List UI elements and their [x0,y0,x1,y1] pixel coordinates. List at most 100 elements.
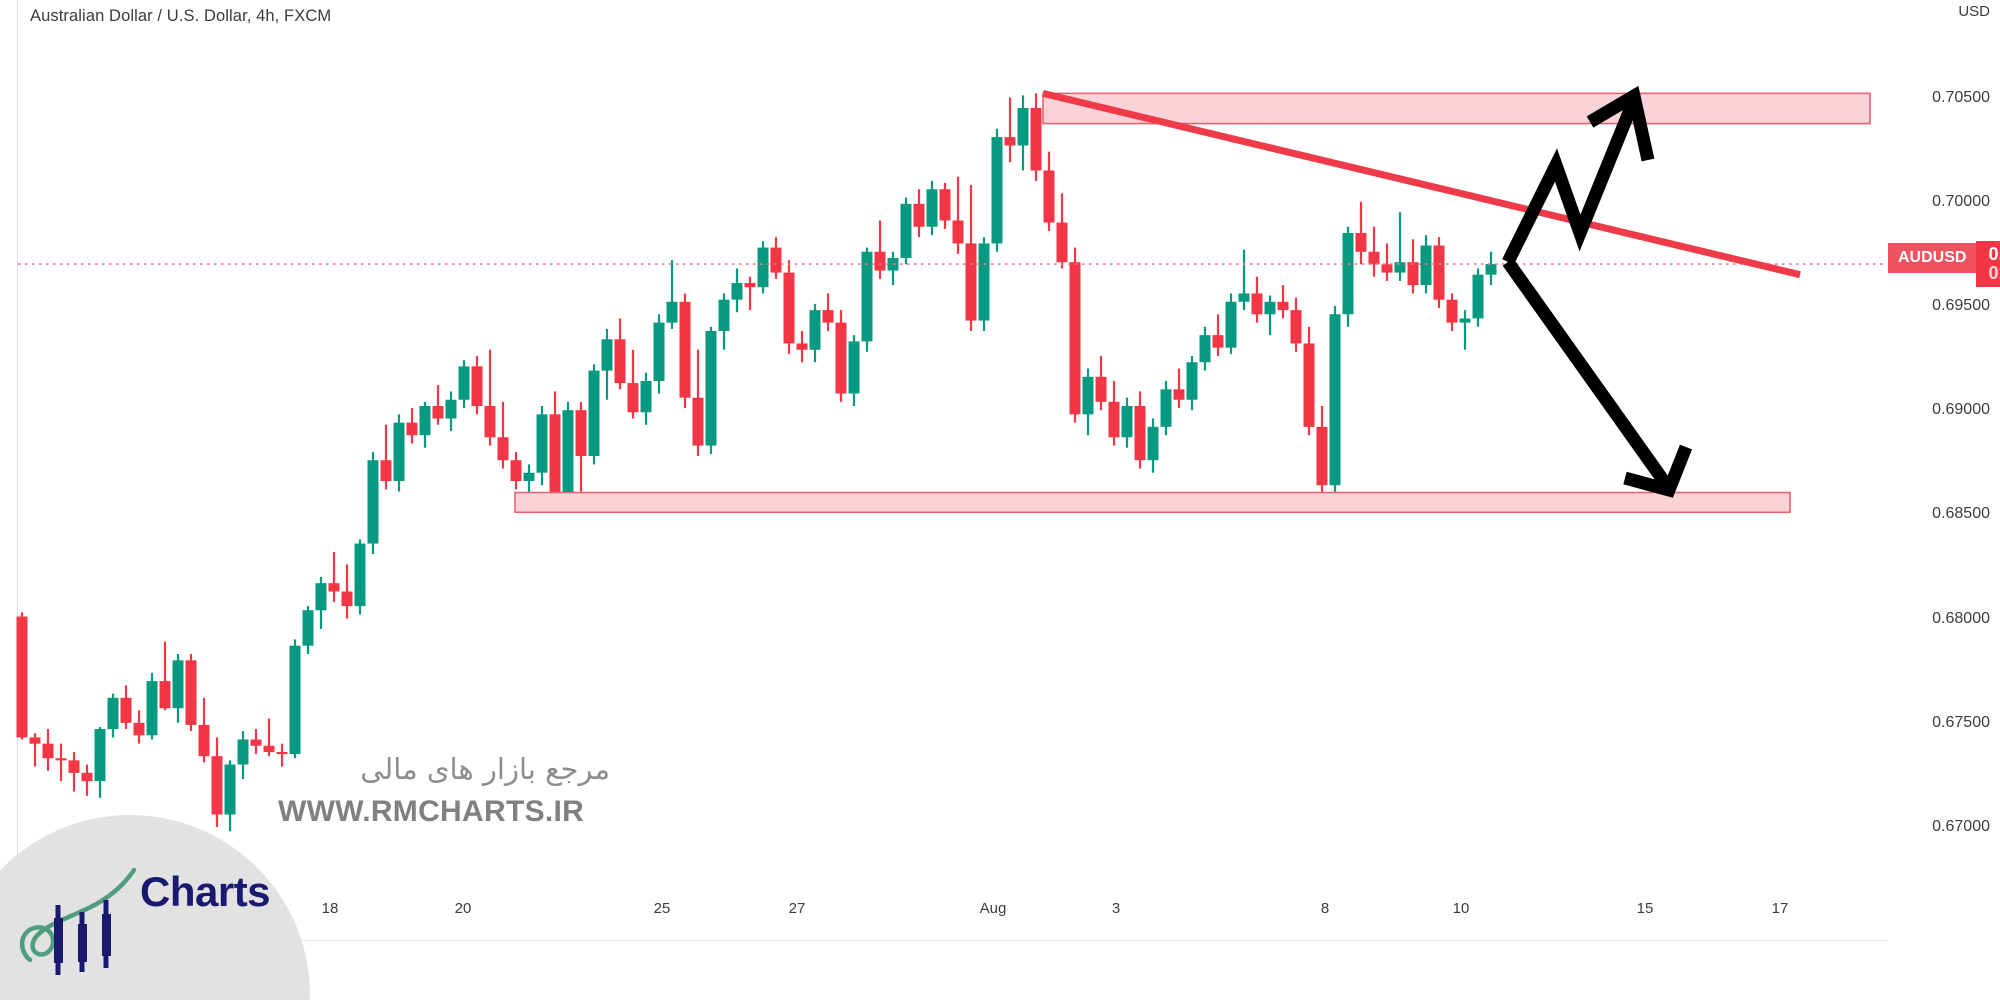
candle [341,564,353,619]
candle [16,612,28,740]
candle [1056,193,1068,269]
time-axis-label: 3 [1111,900,1121,917]
time-axis-label: Aug [979,900,1007,917]
candle [68,752,80,792]
candle [1108,380,1120,446]
candle [432,385,444,425]
candle [1342,226,1354,327]
candle [1394,212,1406,281]
candle [835,310,847,402]
candle [991,128,1003,252]
candle [484,349,496,446]
candle [29,733,41,767]
candle [1329,305,1341,498]
candle [211,737,223,828]
candle [1290,297,1302,352]
candle [783,260,795,354]
time-axis-label: 15 [1636,900,1654,917]
candle [1173,368,1185,409]
candle [1316,406,1328,496]
candle [94,727,106,798]
candle [913,189,925,238]
price-tag-price: 0.69701 [1988,243,2000,264]
time-axis-label: 18 [321,900,339,917]
candle [224,760,236,832]
candle [315,576,327,630]
candle [328,551,340,602]
price-axis[interactable]: USD 0.70500 0.70000 0.69500 0.69000 0.68500 0… [1890,0,2000,1000]
candle [1017,95,1029,171]
candle [185,654,197,732]
chart-legend[interactable]: Australian Dollar / U.S. Dollar, 4h, FXC… [30,7,332,25]
time-axis[interactable]: 18 20 25 27 Aug 3 8 10 15 17 [0,900,1888,960]
candle [900,197,912,265]
candle [1381,243,1393,281]
candle [1212,314,1224,356]
price-axis-label: 0.68000 [1932,609,1990,627]
candle [523,464,535,494]
time-axis-label: 27 [788,900,806,917]
candle [744,276,756,311]
candle [1225,293,1237,354]
candle [1459,310,1471,350]
candle [1368,226,1380,277]
price-axis-label: 0.67000 [1932,818,1990,835]
candle [549,391,561,511]
candle [146,672,158,740]
candle [653,314,665,394]
candle [354,539,366,615]
candle [81,764,93,796]
candle [159,641,171,711]
candle [263,718,275,757]
candle [198,697,210,763]
candle [822,293,834,331]
price-tag-symbol: AUDUSD [1888,243,1977,274]
candle [1121,397,1133,448]
candle [42,729,54,771]
candle [887,251,899,286]
candle [1264,295,1276,336]
candle [757,241,769,294]
bearish-projection-arrowhead[interactable] [1623,444,1693,498]
candle [237,731,249,780]
bullish-projection-arrowhead[interactable] [1586,85,1655,162]
watermark-url: WWW.RMCHARTS.IR [278,795,585,828]
resistance-zone[interactable] [1042,92,1871,125]
time-axis-separator [18,940,1887,941]
price-axis-label: 0.70500 [1932,88,1990,106]
candle [627,349,639,419]
price-tag-countdown: 01:57:12 [1988,263,2000,284]
chart-left-border [17,0,18,1000]
support-zone[interactable] [514,491,1791,514]
time-axis-label: 25 [653,900,671,917]
bullish-projection-arrow[interactable] [1502,97,1641,265]
candle [796,330,808,363]
candle [510,451,522,490]
price-tag-values: 0.69701 01:57:12 [1976,241,2000,288]
candle [1004,97,1016,163]
price-axis-label: 0.69000 [1932,401,1990,419]
candle [458,360,470,409]
bearish-projection-arrow[interactable] [1502,258,1674,491]
candle [1303,326,1315,436]
candle [562,401,574,513]
candle [1433,237,1445,309]
price-axis-label: 0.70000 [1932,192,1990,210]
candle [1446,293,1458,331]
candle [1485,251,1497,286]
candle [1238,249,1250,311]
current-price-tag[interactable]: AUDUSD 0.69701 01:57:12 [1888,241,2000,288]
candle [1030,93,1042,181]
candle [289,639,301,759]
candle [666,260,678,329]
candle [1069,247,1081,423]
candle [640,372,652,425]
candles-group [16,93,1497,832]
candle [952,176,964,254]
candle [874,220,886,279]
descending-resistance-trendline[interactable] [1042,89,1801,279]
candle [55,743,67,782]
candle [497,401,509,469]
time-axis-label: 17 [1771,900,1789,917]
